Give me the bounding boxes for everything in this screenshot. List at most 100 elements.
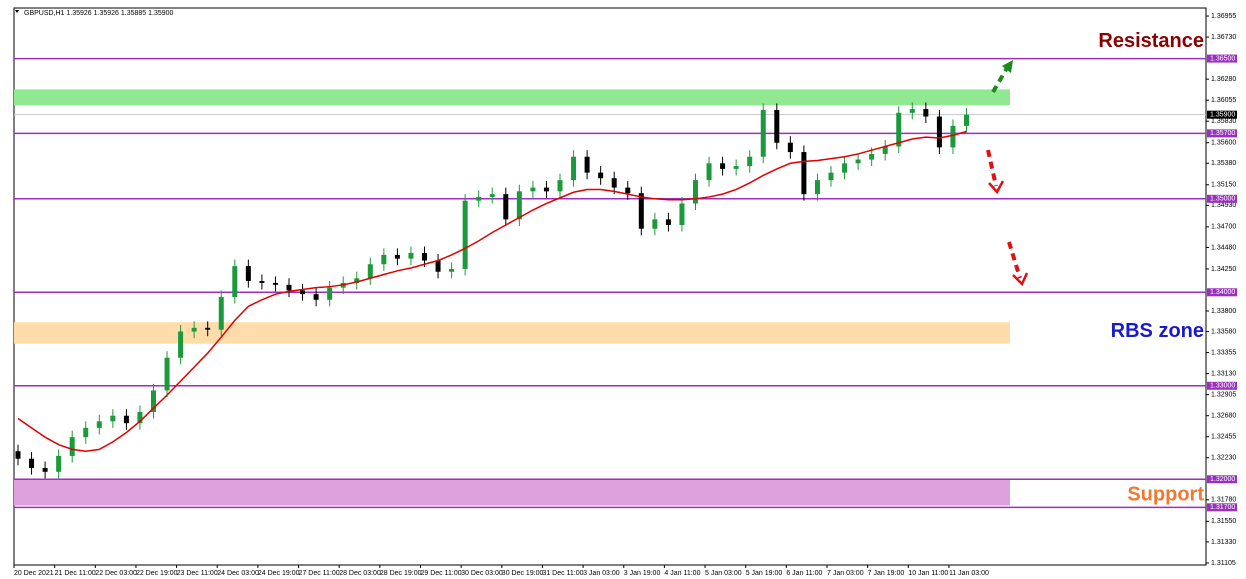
y-tick-label: 1.33580: [1211, 328, 1236, 335]
candle-body: [516, 191, 522, 220]
x-tick-label: 24 Dec 03:00: [217, 570, 259, 577]
y-tick-label: 1.33355: [1211, 349, 1236, 356]
candle-body: [923, 109, 929, 117]
candle-body: [56, 455, 62, 472]
y-tick-label: 1.36730: [1211, 34, 1236, 41]
level-label-box: [1207, 503, 1237, 512]
y-tick-label: 1.32680: [1211, 413, 1236, 420]
level-label-box: [1207, 129, 1237, 138]
x-tick-label: 30 Dec 03:00: [461, 570, 503, 577]
candle-body: [367, 264, 373, 279]
candle-body: [869, 153, 875, 160]
candle-body: [408, 253, 414, 259]
y-tick-label: 1.35150: [1211, 182, 1236, 189]
down-arrowhead: [988, 180, 1005, 195]
candle-body: [381, 254, 387, 265]
candle-body: [83, 427, 89, 438]
candle-body: [814, 180, 820, 195]
candle-body: [964, 114, 969, 126]
candle-body: [855, 159, 861, 164]
x-tick-label: 3 Jan 19:00: [624, 570, 661, 577]
candle-body: [638, 193, 644, 229]
x-tick-label: 21 Dec 11:00: [55, 570, 96, 577]
x-tick-label: 11 Jan 03:00: [949, 570, 989, 577]
up-arrow: [991, 66, 1009, 94]
candle-body: [272, 282, 278, 285]
candle-body: [462, 200, 468, 269]
candle-body: [882, 146, 888, 154]
y-tick-label: 1.31330: [1211, 539, 1236, 546]
candle-body: [787, 142, 793, 153]
candle-body: [422, 253, 427, 261]
annotation: Resistance: [1098, 30, 1204, 52]
candle-body: [720, 163, 726, 169]
candle-body: [801, 152, 807, 195]
x-tick-label: 7 Jan 19:00: [868, 570, 905, 577]
candle-body: [15, 451, 21, 459]
level-label: 1.34000: [1210, 289, 1235, 296]
down-arrow: [1007, 241, 1022, 279]
candle-body: [394, 254, 400, 259]
x-tick-label: 31 Dec 11:00: [542, 570, 583, 577]
candle-body: [232, 266, 238, 297]
y-tick-label: 1.36055: [1211, 97, 1236, 104]
x-tick-label: 23 Dec 11:00: [177, 570, 218, 577]
candle-body: [652, 219, 658, 229]
candle-body: [706, 163, 712, 181]
y-tick-label: 1.33800: [1211, 308, 1236, 315]
chart-title: GBPUSD,H1 1.35926 1.35926 1.35885 1.3590…: [24, 10, 174, 17]
x-tick-label: 22 Dec 03:00: [95, 570, 137, 577]
candle-body: [42, 468, 48, 472]
x-tick-label: 22 Dec 19:00: [136, 570, 178, 577]
candle-body: [313, 294, 319, 300]
candle-body: [679, 203, 685, 225]
candle-body: [936, 116, 942, 148]
candle-body: [476, 196, 482, 201]
level-label: 1.35000: [1210, 196, 1235, 203]
candle-body: [218, 296, 224, 330]
candle-body: [449, 268, 455, 272]
annotation: RBS zone: [1111, 320, 1204, 342]
x-tick-label: 27 Dec 11:00: [299, 570, 340, 577]
candle-body: [300, 290, 306, 295]
candle-body: [543, 187, 549, 192]
candle-body: [354, 278, 360, 283]
candle-body: [110, 415, 116, 422]
candle-body: [259, 281, 265, 283]
y-tick-label: 1.35830: [1211, 118, 1236, 125]
candle-body: [950, 125, 956, 148]
level-label: 1.36500: [1210, 55, 1235, 62]
level-label-box: [1207, 194, 1237, 203]
x-tick-label: 10 Jan 11:00: [908, 570, 948, 577]
candle-body: [137, 411, 143, 424]
arrows: [986, 60, 1029, 287]
y-tick-label: 1.31780: [1211, 497, 1236, 504]
y-tick-label: 1.34250: [1211, 266, 1236, 273]
level-label-box: [1207, 288, 1237, 297]
current-price-label: 1.35900: [1210, 112, 1235, 119]
y-tick-label: 1.34700: [1211, 224, 1236, 231]
candle-body: [123, 415, 129, 424]
candle-body: [530, 187, 536, 192]
x-tick-label: 3 Jan 03:00: [583, 570, 620, 577]
x-tick-label: 30 Dec 19:00: [502, 570, 544, 577]
y-tick-label: 1.34930: [1211, 202, 1236, 209]
candle-body: [245, 266, 251, 282]
y-tick-label: 1.33130: [1211, 370, 1236, 377]
candle-body: [178, 331, 184, 358]
annotation: Support: [1127, 483, 1204, 505]
candle-body: [503, 194, 509, 220]
x-tick-label: 28 Dec 19:00: [380, 570, 422, 577]
y-tick-label: 1.34480: [1211, 244, 1236, 251]
moving-average: [17, 130, 967, 452]
candle-body: [489, 194, 495, 197]
level-label-box: [1207, 381, 1237, 390]
level-label: 1.33000: [1210, 383, 1235, 390]
candle-body: [760, 109, 766, 157]
candle-body: [625, 187, 631, 194]
candle-body: [286, 284, 292, 291]
candle-body: [909, 109, 915, 113]
level-label-box: [1207, 54, 1237, 63]
candle-body: [69, 437, 75, 456]
